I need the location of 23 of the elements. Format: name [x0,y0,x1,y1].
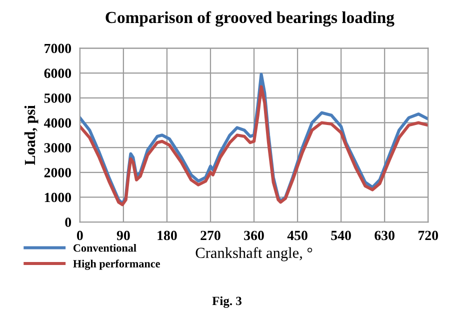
x-tick-label: 720 [418,230,438,240]
y-tick-label: 0 [65,218,72,228]
x-axis-title: Crankshaft angle, ° [196,247,312,262]
x-tick-label: 180 [158,230,177,240]
y-axis-title: Load, psi [24,105,38,166]
x-tick-label: 90 [116,230,130,240]
y-tick-label: 1000 [44,192,72,202]
y-tick-label: 6000 [44,68,72,78]
y-tick-label: 7000 [44,44,72,54]
legend-label: High performance [73,260,160,270]
x-tick-label: 540 [331,230,351,240]
y-tick-label: 4000 [44,118,72,128]
x-tick-label: 450 [287,230,308,240]
y-tick-label: 3000 [44,143,72,153]
x-tick-label: 270 [200,230,220,240]
caption: Fig. 3 [212,296,242,308]
y-tick-label: 5000 [44,93,72,103]
x-tick-label: 630 [374,230,394,240]
chart-title: Comparison of grooved bearings loading [106,11,394,27]
x-tick-label: 0 [76,230,83,240]
x-tick-label: 360 [244,230,264,240]
legend-label: Conventional [73,244,136,252]
y-tick-label: 2000 [44,168,72,178]
